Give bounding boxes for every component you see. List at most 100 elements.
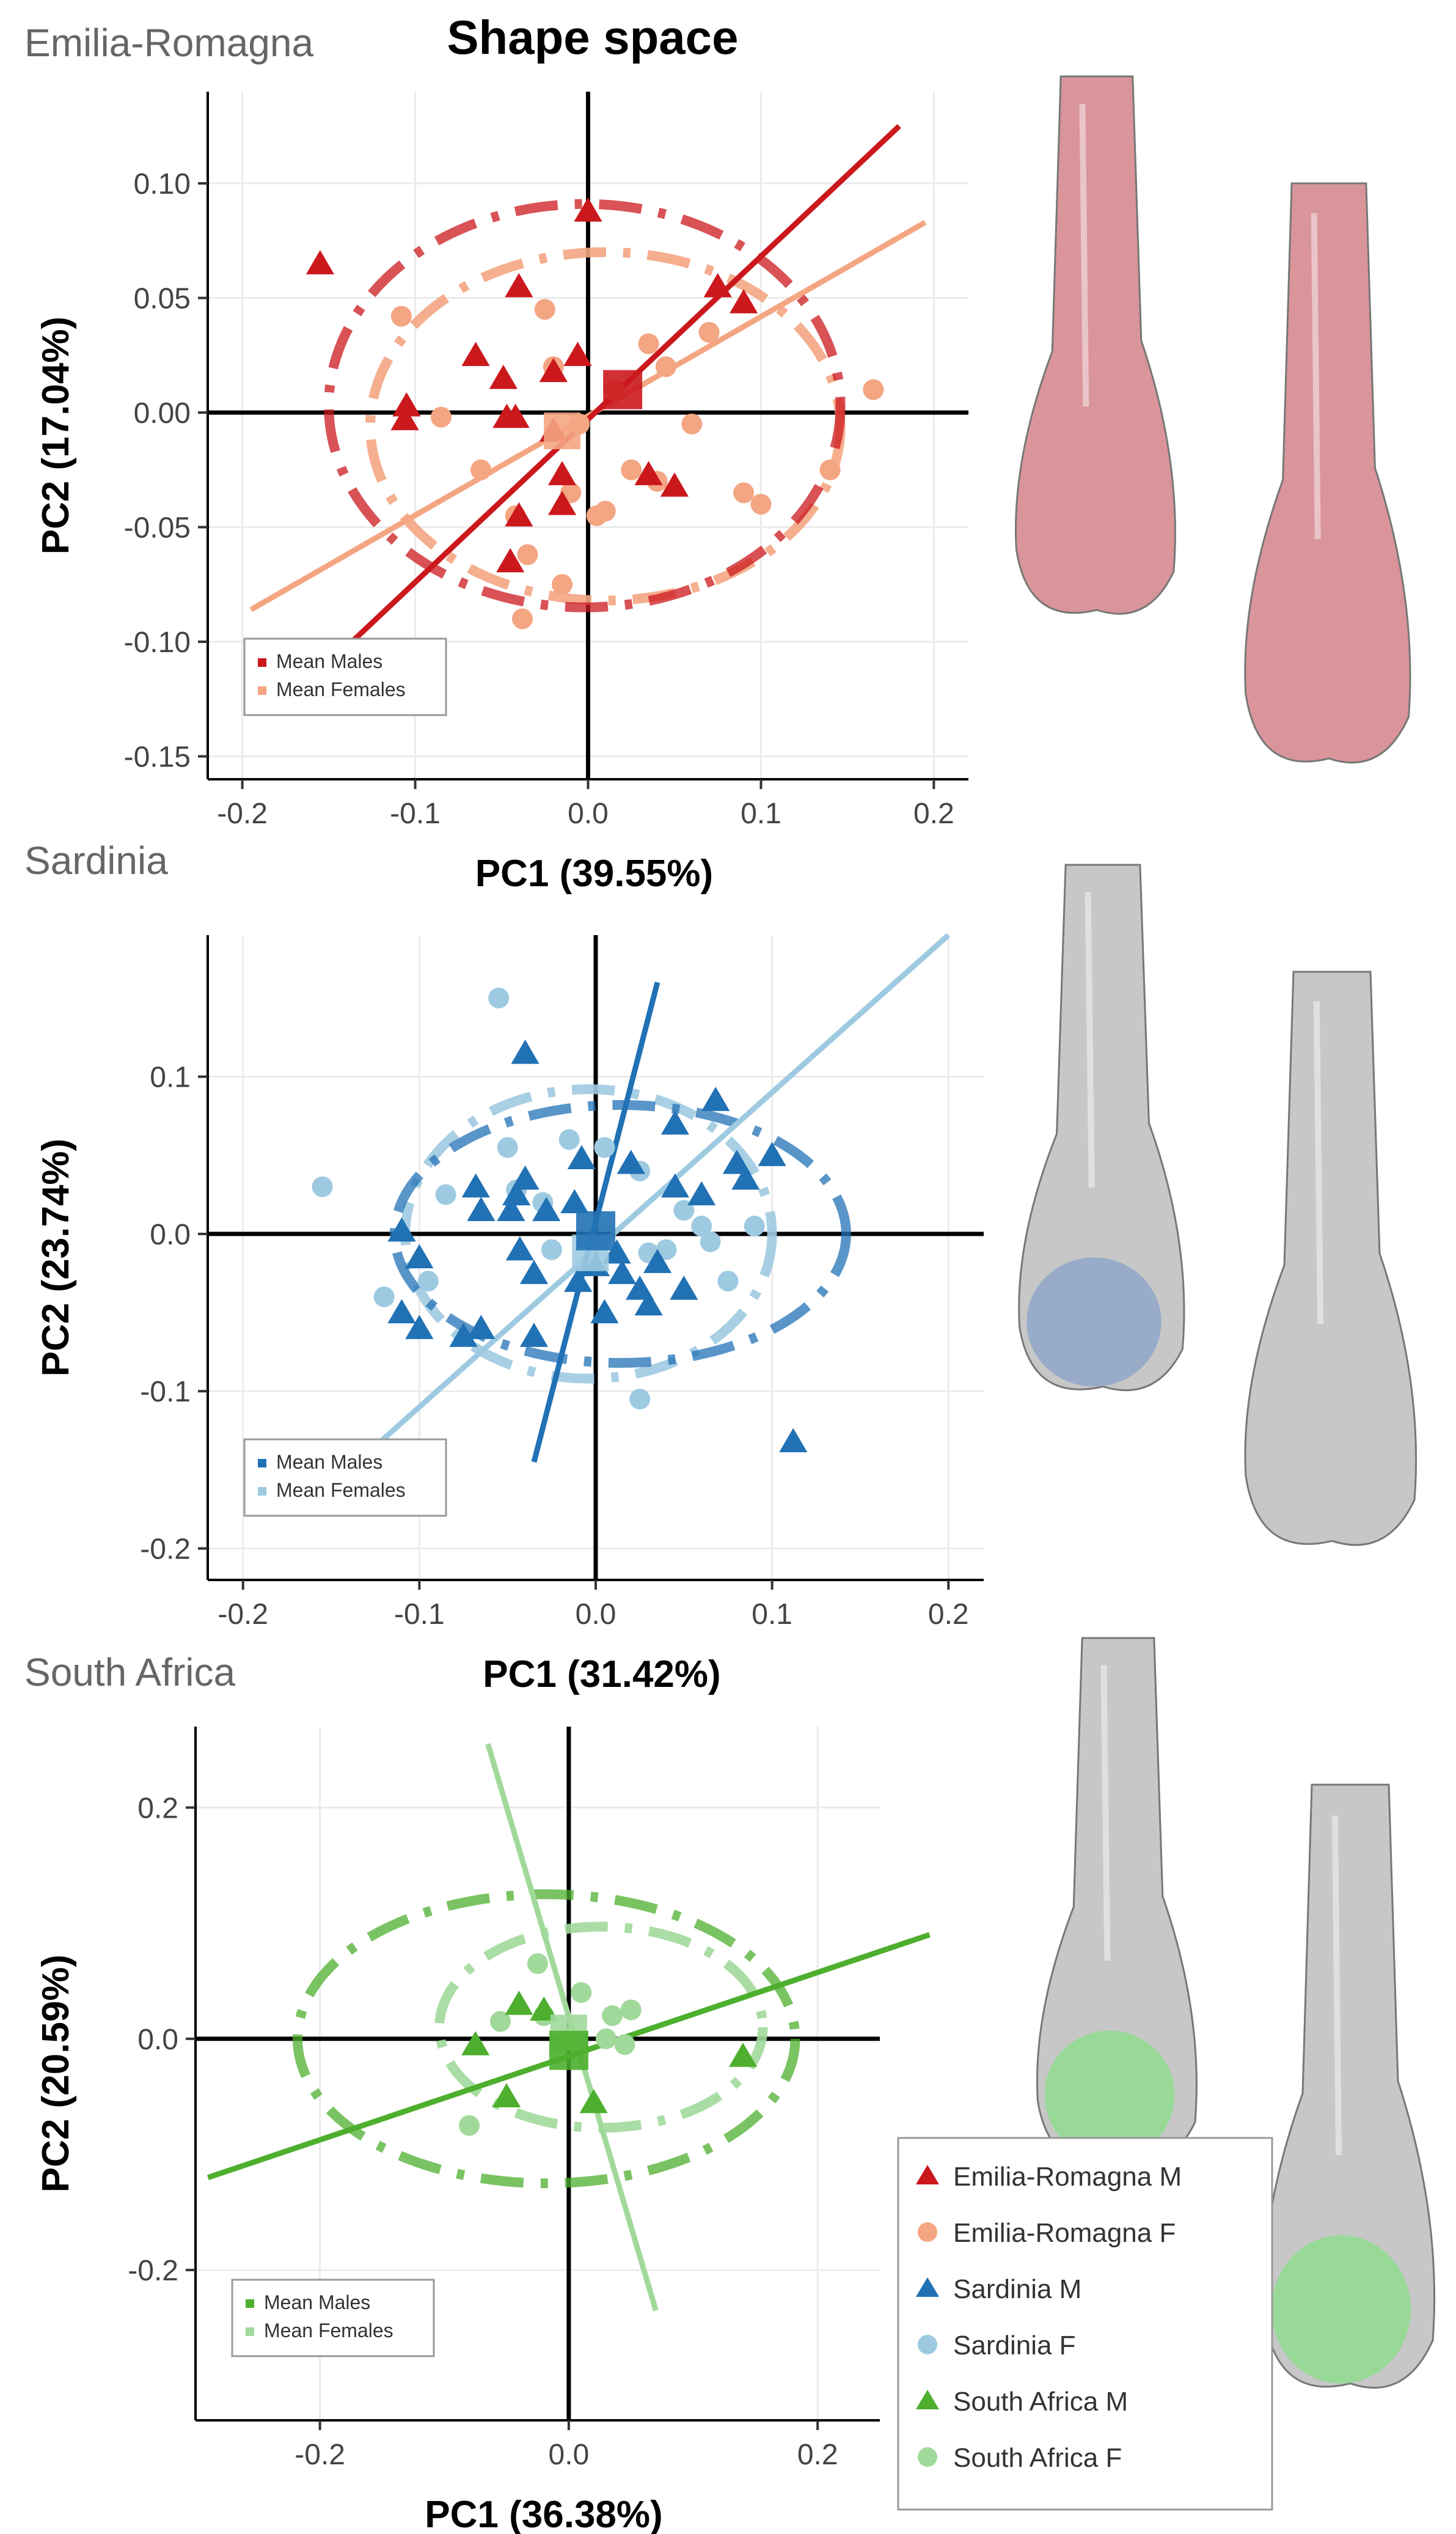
inner-legend-female-label: Mean Females	[276, 1479, 406, 1501]
female-point	[435, 1184, 456, 1205]
female-point	[750, 494, 772, 515]
female-point	[488, 987, 510, 1008]
female-point	[312, 1176, 333, 1197]
female-point	[489, 2011, 511, 2032]
x-tick-label: 0.0	[549, 2439, 590, 2471]
male-point	[505, 273, 533, 298]
male-mean-square	[549, 2030, 588, 2070]
bone-highlight	[1085, 891, 1095, 1188]
male-point	[511, 1039, 540, 1064]
female-point	[470, 459, 492, 480]
main-legend-key-circle	[918, 2222, 937, 2242]
y-tick-label: -0.10	[124, 626, 191, 659]
main-legend-key-circle	[918, 2447, 937, 2467]
main-legend-label: Emilia-Romagna F	[953, 2218, 1176, 2248]
inner-legend-female-label: Mean Females	[276, 678, 406, 700]
male-point	[502, 1181, 531, 1206]
female-point	[655, 356, 676, 377]
bone-outline	[1244, 182, 1411, 764]
inner-legend-box	[243, 1438, 447, 1517]
male-point	[539, 358, 568, 383]
inner-legend-female-key	[258, 686, 266, 695]
male-point	[563, 342, 592, 366]
female-point	[390, 306, 412, 327]
y-tick-label: -0.1	[140, 1376, 191, 1408]
male-point	[703, 273, 732, 298]
female-point	[517, 544, 538, 565]
male-point	[387, 1299, 416, 1324]
male-point	[547, 461, 577, 485]
female-point	[571, 1982, 592, 2003]
inner-legend-box	[231, 2279, 435, 2357]
x-axis-label: PC1 (31.42%)	[483, 1653, 720, 1695]
male-point	[626, 1275, 654, 1300]
bone-highlight	[1311, 213, 1321, 540]
bone-er-1	[1014, 75, 1176, 615]
male-point	[405, 1244, 434, 1269]
y-tick-label: 0.10	[134, 168, 191, 200]
male-point	[501, 403, 530, 428]
x-tick-label: -0.2	[294, 2439, 345, 2471]
male-point	[532, 1197, 561, 1221]
male-point	[687, 1181, 716, 1206]
y-tick-label: -0.2	[128, 2255, 178, 2287]
male-point	[579, 2088, 608, 2114]
male-point	[492, 2083, 521, 2107]
x-tick-label: 0.2	[913, 798, 954, 830]
female-point	[430, 406, 452, 428]
y-tick-label: -0.05	[124, 512, 191, 545]
male-point	[634, 461, 663, 485]
male-point	[660, 472, 689, 497]
male-point	[722, 1150, 752, 1174]
male-point	[519, 1260, 549, 1284]
male-point	[574, 197, 602, 222]
x-tick-label: 0.1	[741, 798, 781, 830]
male-point	[461, 2031, 490, 2055]
y-tick-label: 0.0	[137, 2024, 178, 2056]
inner-legend-male-key	[258, 658, 266, 667]
female-point	[700, 1231, 721, 1252]
male-point	[449, 1323, 478, 1347]
female-point	[552, 574, 573, 595]
x-tick-label: -0.1	[390, 798, 441, 830]
female-point	[621, 459, 642, 480]
x-tick-label: 0.2	[797, 2439, 838, 2471]
panel-3: -0.2 0.0 0.2 -0.2 0.0 0.2 PC1 (36.38%) PC2 (20.…	[24, 1650, 931, 2534]
inner-legend-male-key	[246, 2299, 254, 2308]
male-point	[670, 1275, 698, 1300]
male-point	[467, 1315, 496, 1339]
male-point	[660, 1110, 689, 1135]
bone-outline	[1014, 75, 1176, 615]
main-legend-key-triangle	[916, 2277, 939, 2297]
x-tick-label: 0.1	[752, 1598, 792, 1631]
female-point	[691, 1216, 712, 1237]
x-tick-label: -0.2	[218, 1598, 268, 1631]
male-point	[634, 1291, 663, 1316]
male-point	[660, 1173, 689, 1198]
male-confidence-ellipse	[292, 1889, 800, 2189]
male-point	[467, 1197, 496, 1221]
y-tick-label: 0.0	[150, 1219, 191, 1251]
male-point	[567, 1145, 596, 1169]
female-point	[614, 2034, 635, 2055]
female-mean-square	[544, 413, 581, 449]
inner-legend-female-label: Mean Females	[264, 2319, 393, 2341]
main-legend-label: South Africa M	[953, 2387, 1128, 2417]
male-point	[505, 502, 533, 527]
female-point	[638, 333, 659, 354]
female-point	[558, 1129, 580, 1150]
female-point	[497, 1137, 518, 1158]
female-point	[541, 1239, 562, 1260]
male-point	[405, 1315, 434, 1339]
female-point	[534, 299, 555, 320]
bone-sa-2	[1244, 971, 1418, 1546]
y-tick-label: -0.15	[124, 741, 191, 774]
female-point	[417, 1271, 439, 1292]
bone-highlight	[1331, 1815, 1342, 2156]
male-point	[519, 1323, 549, 1347]
inner-legend-male-label: Mean Males	[264, 2291, 370, 2313]
male-point	[392, 392, 421, 417]
inner-legend-male-key	[258, 1459, 266, 1467]
male-point	[590, 1299, 619, 1324]
male-point	[461, 342, 490, 366]
